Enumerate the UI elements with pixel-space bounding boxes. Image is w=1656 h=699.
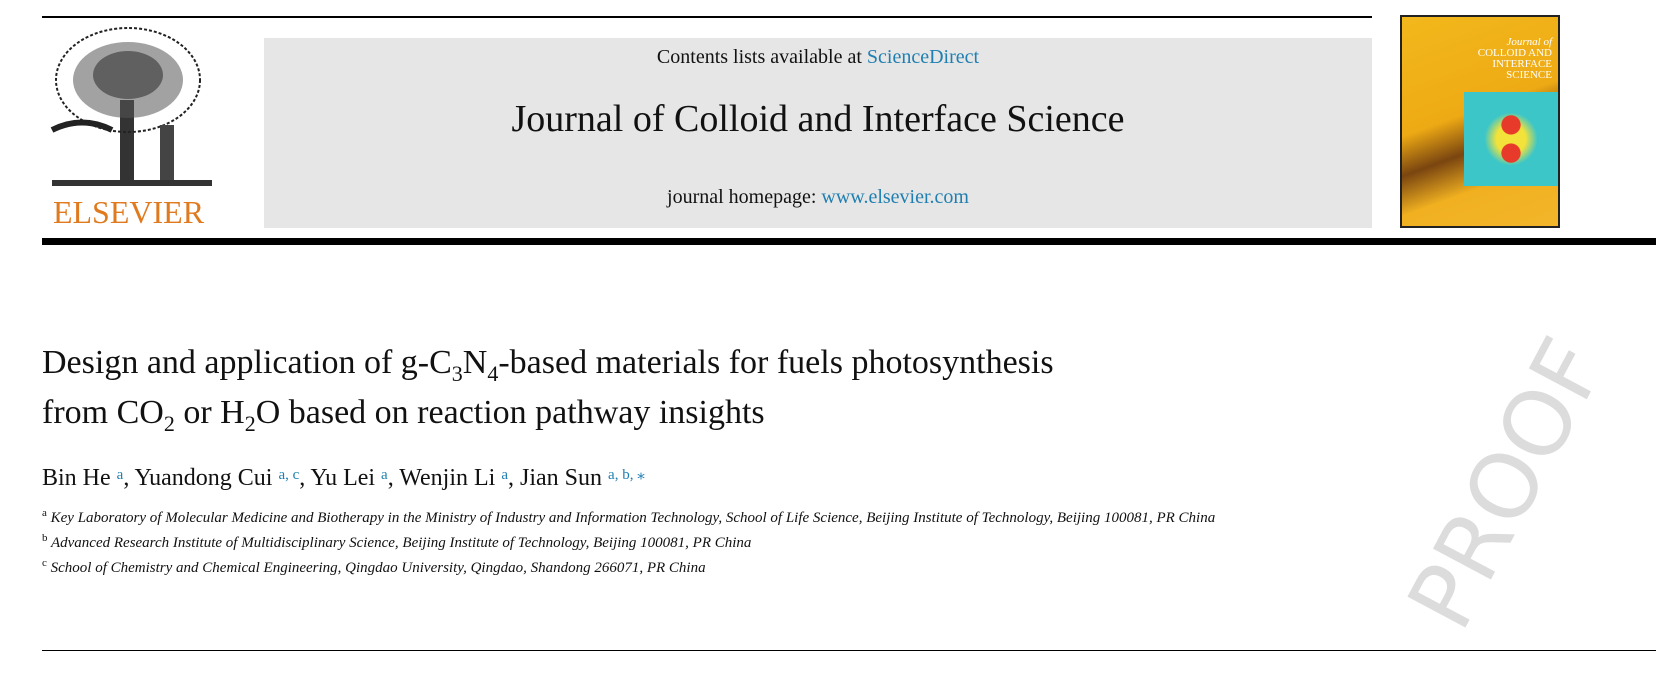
affiliation-label: a: [42, 507, 47, 519]
article-title: Design and application of g-C3N4-based m…: [42, 338, 1372, 438]
cover-title-line: Journal of: [1506, 36, 1552, 48]
journal-cover-image[interactable]: Journal of COLLOID AND INTERFACE SCIENCE: [1400, 15, 1560, 228]
title-text: or H: [174, 394, 245, 431]
cover-figure: [1464, 92, 1558, 186]
author-separator: ,: [508, 465, 521, 491]
contents-line: Contents lists available at ScienceDirec…: [264, 44, 1372, 70]
cover-title: Journal of COLLOID AND INTERFACE SCIENCE: [1478, 37, 1552, 81]
subscript: 4: [487, 360, 499, 386]
author-name[interactable]: Yuandong Cui: [134, 465, 273, 491]
journal-header: Contents lists available at ScienceDirec…: [264, 38, 1372, 228]
author-name[interactable]: Jian Sun: [520, 465, 603, 491]
proof-watermark: PROOF: [1387, 322, 1627, 646]
author-name[interactable]: Bin He: [42, 465, 111, 491]
header-rule: [42, 238, 1656, 245]
homepage-line: journal homepage: www.elsevier.com: [264, 184, 1372, 210]
title-line-2: from CO2 or H2O based on reaction pathwa…: [42, 388, 1372, 438]
author-affiliation-link[interactable]: a, c: [278, 467, 300, 483]
homepage-prefix: journal homepage:: [667, 186, 822, 208]
affiliation-label: b: [42, 532, 48, 544]
homepage-link[interactable]: www.elsevier.com: [821, 186, 969, 208]
affiliation-a: a Key Laboratory of Molecular Medicine a…: [42, 506, 1372, 531]
affiliation-b: b Advanced Research Institute of Multidi…: [42, 531, 1372, 556]
affiliation-text: School of Chemistry and Chemical Enginee…: [50, 560, 706, 576]
tree-icon: [50, 27, 212, 186]
affiliation-list: a Key Laboratory of Molecular Medicine a…: [42, 506, 1372, 581]
author-affiliation-link[interactable]: a: [116, 467, 124, 483]
author-affiliation-link[interactable]: a: [381, 467, 388, 483]
title-line-1: Design and application of g-C3N4-based m…: [42, 338, 1372, 388]
subscript: 3: [451, 360, 463, 386]
author-affiliation-link[interactable]: a, b, ⁎: [608, 467, 645, 483]
cover-title-line: COLLOID AND: [1477, 47, 1552, 59]
title-text: -based materials for fuels photosynthesi…: [498, 344, 1054, 381]
affiliation-text: Advanced Research Institute of Multidisc…: [50, 535, 752, 551]
journal-title: Journal of Colloid and Interface Science: [511, 98, 1125, 140]
title-text: Design and application of g-C: [42, 344, 452, 381]
author-list: Bin He a, Yuandong Cui a, c, Yu Lei a, W…: [42, 462, 1372, 494]
cover-title-line: SCIENCE: [1506, 69, 1552, 81]
section-rule: [42, 650, 1656, 651]
subscript: 2: [163, 410, 175, 436]
author-separator: ,: [299, 465, 311, 491]
title-text: O based on reaction pathway insights: [255, 394, 765, 431]
cover-title-line: INTERFACE: [1492, 58, 1552, 70]
elsevier-logo[interactable]: ELSEVIER: [42, 20, 215, 230]
author-name[interactable]: Yu Lei: [310, 465, 376, 491]
affiliation-text: Key Laboratory of Molecular Medicine and…: [50, 510, 1216, 526]
contents-prefix: Contents lists available at: [656, 46, 867, 68]
subscript: 2: [244, 410, 256, 436]
affiliation-label: c: [42, 557, 47, 569]
elsevier-wordmark: ELSEVIER: [52, 194, 205, 230]
top-rule: [42, 16, 1372, 18]
author-name[interactable]: Wenjin Li: [399, 465, 496, 491]
title-text: from CO: [42, 394, 164, 431]
article-front-matter: Design and application of g-C3N4-based m…: [42, 338, 1372, 581]
sciencedirect-link[interactable]: ScienceDirect: [866, 46, 980, 68]
title-text: N: [462, 344, 488, 381]
author-separator: ,: [123, 465, 135, 491]
author-separator: ,: [387, 465, 400, 491]
author-affiliation-link[interactable]: a: [501, 467, 509, 483]
affiliation-c: c School of Chemistry and Chemical Engin…: [42, 556, 1372, 581]
